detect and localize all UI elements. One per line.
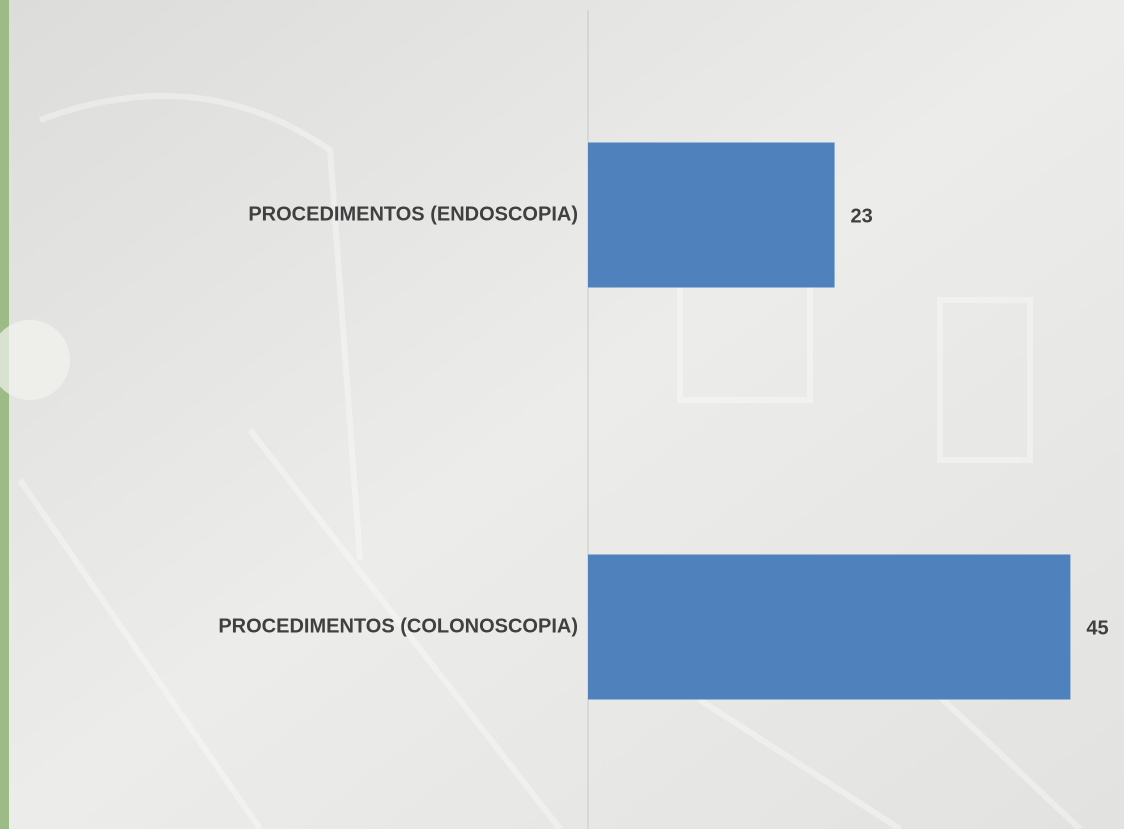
category-label: PROCEDIMENTOS (COLONOSCOPIA) — [218, 615, 578, 637]
bar — [588, 143, 835, 288]
chart: PROCEDIMENTOS (ENDOSCOPIA) 23 PROCEDIMENTO… — [0, 0, 1124, 829]
value-label: 23 — [851, 205, 873, 227]
background — [0, 0, 1124, 829]
side-strip — [0, 0, 9, 829]
category-label: PROCEDIMENTOS (ENDOSCOPIA) — [248, 203, 578, 225]
bar — [588, 555, 1070, 700]
value-label: 45 — [1086, 617, 1108, 639]
